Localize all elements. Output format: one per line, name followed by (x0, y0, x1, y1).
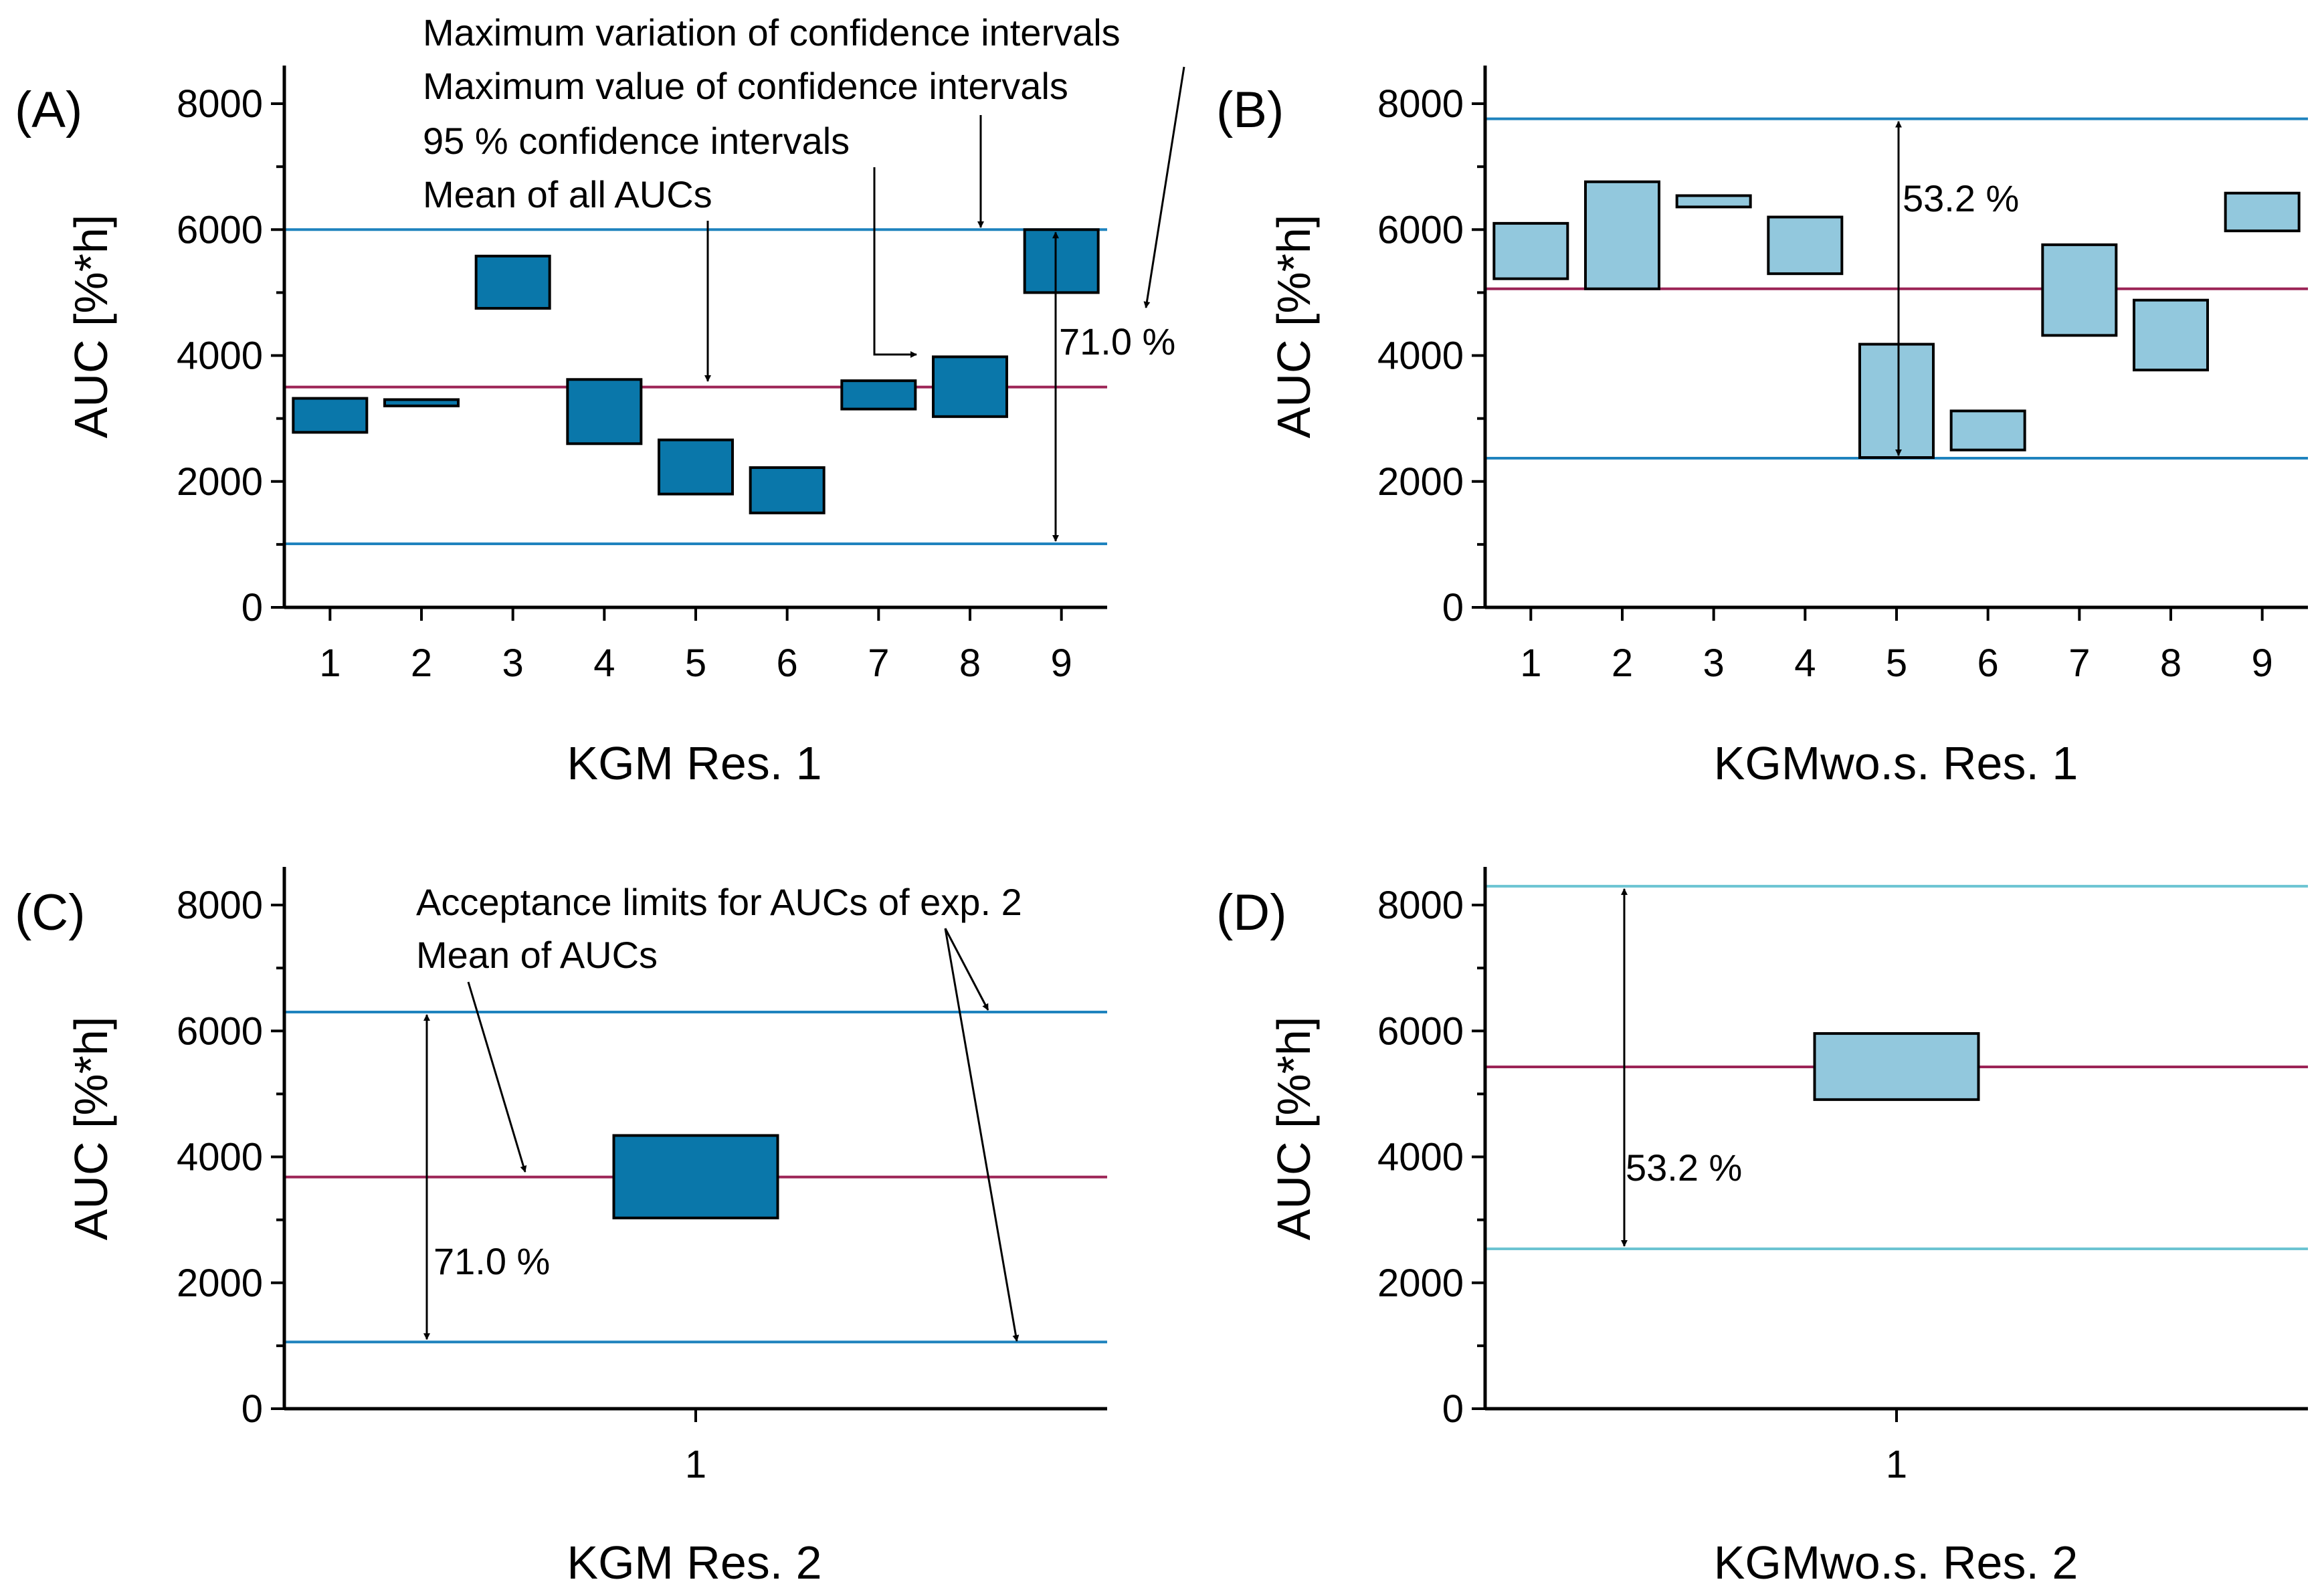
annotation-acceptance-limits: Acceptance limits for AUCs of exp. 2 (416, 881, 1022, 923)
panel-a-y-axis-label: AUC [%*h] (65, 215, 117, 439)
confidence-interval-box (658, 438, 734, 496)
confidence-interval-box (383, 398, 460, 407)
panel-d-variation-label: 53.2 % (1626, 1146, 1742, 1189)
confidence-interval-box (1858, 342, 1935, 460)
y-tick-label: 6000 (177, 1009, 263, 1053)
y-tick-label: 4000 (177, 1136, 263, 1179)
panel-b-variation-label: 53.2 % (1903, 177, 2019, 219)
annotation-confidence-interval-pointer (873, 167, 917, 358)
confidence-interval-box (2041, 243, 2118, 337)
x-tick-label: 5 (1886, 641, 1907, 685)
confidence-interval-box (840, 379, 917, 411)
x-tick-label: 7 (2068, 641, 2090, 685)
x-tick-label: 1 (1520, 641, 1541, 685)
panel-d-x-axis-label: KGMwo.s. Res. 2 (1714, 1536, 2078, 1589)
y-tick-label: 0 (1442, 586, 1464, 629)
panel-a-label: (A) (15, 82, 82, 138)
y-tick-label: 4000 (1377, 334, 1464, 378)
y-tick-label: 4000 (177, 334, 263, 378)
x-tick-label: 6 (1977, 641, 1999, 685)
y-tick-label: 8000 (1377, 884, 1464, 927)
y-tick-label: 8000 (177, 82, 263, 126)
x-tick-label: 2 (411, 641, 432, 685)
confidence-interval-box (1492, 221, 1569, 280)
x-tick-label: 7 (868, 641, 889, 685)
panel-a: (A) AUC [%*h] KGM Res. 1 0 2000 4000 6000 80… (15, 11, 1185, 789)
panel-a-plot: 0 2000 4000 6000 8000 1 2 3 4 5 6 7 8 9 (177, 66, 1107, 685)
x-tick-label: 3 (1703, 641, 1725, 685)
confidence-interval-box (1675, 194, 1752, 209)
confidence-interval-box (1813, 1032, 1980, 1101)
panel-c-x-axis-label: KGM Res. 2 (567, 1536, 821, 1589)
confidence-interval-box (1023, 228, 1100, 294)
confidence-interval-box (2224, 191, 2301, 233)
panel-a-x-axis-label: KGM Res. 1 (567, 737, 821, 789)
confidence-interval-box (566, 378, 643, 445)
x-tick-label: 8 (959, 641, 981, 685)
panel-b-y-axis-label: AUC [%*h] (1268, 215, 1320, 439)
annotation-max-variation-pointer (1143, 66, 1185, 308)
y-tick-label: 0 (1442, 1387, 1464, 1431)
panel-b-plot: 0 2000 4000 6000 8000 1 2 3 4 5 6 7 8 9 (1377, 66, 2308, 685)
annotation-mean-of-aucs: Mean of AUCs (416, 934, 658, 976)
annotation-lower-limit-pointer (944, 928, 1020, 1342)
annotation-confidence-intervals: 95 % confidence intervals (423, 120, 850, 162)
y-tick-label: 2000 (177, 1262, 263, 1305)
x-tick-label: 3 (502, 641, 524, 685)
x-tick-label: 4 (1794, 641, 1816, 685)
panel-a-variation-label: 71.0 % (1059, 320, 1175, 363)
panel-c-annotations: Acceptance limits for AUCs of exp. 2 Mea… (416, 881, 1022, 1342)
x-tick-label: 8 (2160, 641, 2182, 685)
y-tick-label: 0 (241, 586, 263, 629)
confidence-interval-box (932, 355, 1008, 418)
confidence-interval-box (1767, 215, 1844, 276)
annotation-upper-limit-pointer (944, 928, 989, 1011)
x-tick-label: 1 (319, 641, 341, 685)
x-tick-label: 4 (593, 641, 615, 685)
panel-b: (B) AUC [%*h] KGMwo.s. Res. 1 0 2000 4000 6… (1216, 66, 2308, 789)
confidence-interval-box (612, 1134, 779, 1219)
panel-d: (D) AUC [%*h] KGMwo.s. Res. 2 0 2000 4000 6… (1216, 867, 2308, 1589)
panel-d-label: (D) (1216, 884, 1287, 941)
x-tick-label: 9 (2252, 641, 2273, 685)
y-tick-label: 2000 (1377, 1262, 1464, 1305)
confidence-interval-box (292, 397, 369, 434)
annotation-mean-pointer-c (467, 981, 527, 1173)
y-tick-label: 8000 (177, 884, 263, 927)
panel-c-plot: 0 2000 4000 6000 8000 1 (177, 867, 1107, 1486)
y-tick-label: 2000 (1377, 460, 1464, 504)
annotation-max-variation: Maximum variation of confidence interval… (423, 11, 1121, 54)
panel-d-plot: 0 2000 4000 6000 8000 1 (1377, 867, 2308, 1486)
y-tick-label: 0 (241, 1387, 263, 1431)
x-tick-label: 2 (1612, 641, 1633, 685)
x-tick-label: 9 (1051, 641, 1072, 685)
annotation-max-value: Maximum value of confidence intervals (423, 65, 1068, 107)
y-tick-label: 6000 (1377, 208, 1464, 252)
y-tick-label: 4000 (1377, 1136, 1464, 1179)
x-tick-label: 6 (777, 641, 798, 685)
annotation-mean-of-all-aucs: Mean of all AUCs (423, 173, 712, 215)
confidence-interval-box (749, 466, 826, 514)
panel-c-label: (C) (15, 884, 86, 941)
panel-b-x-axis-label: KGMwo.s. Res. 1 (1714, 737, 2078, 789)
y-tick-label: 6000 (1377, 1009, 1464, 1053)
panel-c: (C) AUC [%*h] KGM Res. 2 0 2000 4000 6000 80… (15, 867, 1107, 1589)
panel-a-annotations: Maximum variation of confidence interval… (423, 11, 1185, 382)
panel-c-variation-label: 71.0 % (433, 1240, 550, 1282)
y-tick-label: 6000 (177, 208, 263, 252)
x-tick-label: 1 (1886, 1443, 1907, 1486)
y-tick-label: 2000 (177, 460, 263, 504)
x-tick-label: 1 (685, 1443, 706, 1486)
confidence-interval-box (1584, 180, 1660, 290)
y-tick-label: 8000 (1377, 82, 1464, 126)
panel-b-label: (B) (1216, 82, 1284, 138)
confidence-interval-box (1949, 409, 2026, 452)
confidence-interval-box (474, 254, 551, 310)
panel-c-y-axis-label: AUC [%*h] (65, 1017, 117, 1241)
x-tick-label: 5 (685, 641, 706, 685)
panel-d-y-axis-label: AUC [%*h] (1268, 1017, 1320, 1241)
confidence-interval-box (2133, 298, 2209, 372)
